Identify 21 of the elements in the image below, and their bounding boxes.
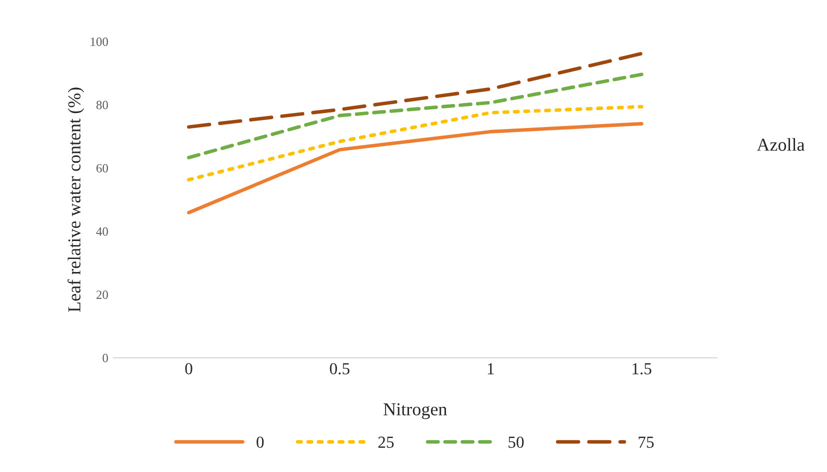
x-tick-label: 0 bbox=[185, 363, 192, 374]
x-tick-label: 1 bbox=[488, 363, 494, 374]
legend-label: 25 bbox=[378, 436, 394, 448]
legend-label: 75 bbox=[638, 436, 654, 448]
y-tick-label: 0 bbox=[102, 354, 108, 362]
line-series bbox=[187, 104, 644, 182]
legend-label: 0 bbox=[256, 436, 264, 448]
line-series bbox=[187, 72, 644, 160]
y-tick-label: 40 bbox=[96, 227, 108, 236]
line-series bbox=[187, 52, 644, 129]
x-tick-label: 0.5 bbox=[330, 363, 350, 374]
line-series bbox=[187, 122, 644, 214]
y-tick-label: 20 bbox=[96, 290, 108, 299]
legend-label: 50 bbox=[508, 436, 524, 448]
y-tick-label: 100 bbox=[90, 38, 108, 46]
x-tick-label: 1.5 bbox=[632, 363, 652, 374]
y-axis-title: Leaf relative water content (%) bbox=[68, 88, 84, 312]
x-axis-title: Nitrogen bbox=[384, 403, 447, 420]
legend-title: Azolla bbox=[756, 138, 805, 151]
y-tick-label: 60 bbox=[96, 164, 108, 172]
y-tick-label: 80 bbox=[96, 100, 108, 110]
